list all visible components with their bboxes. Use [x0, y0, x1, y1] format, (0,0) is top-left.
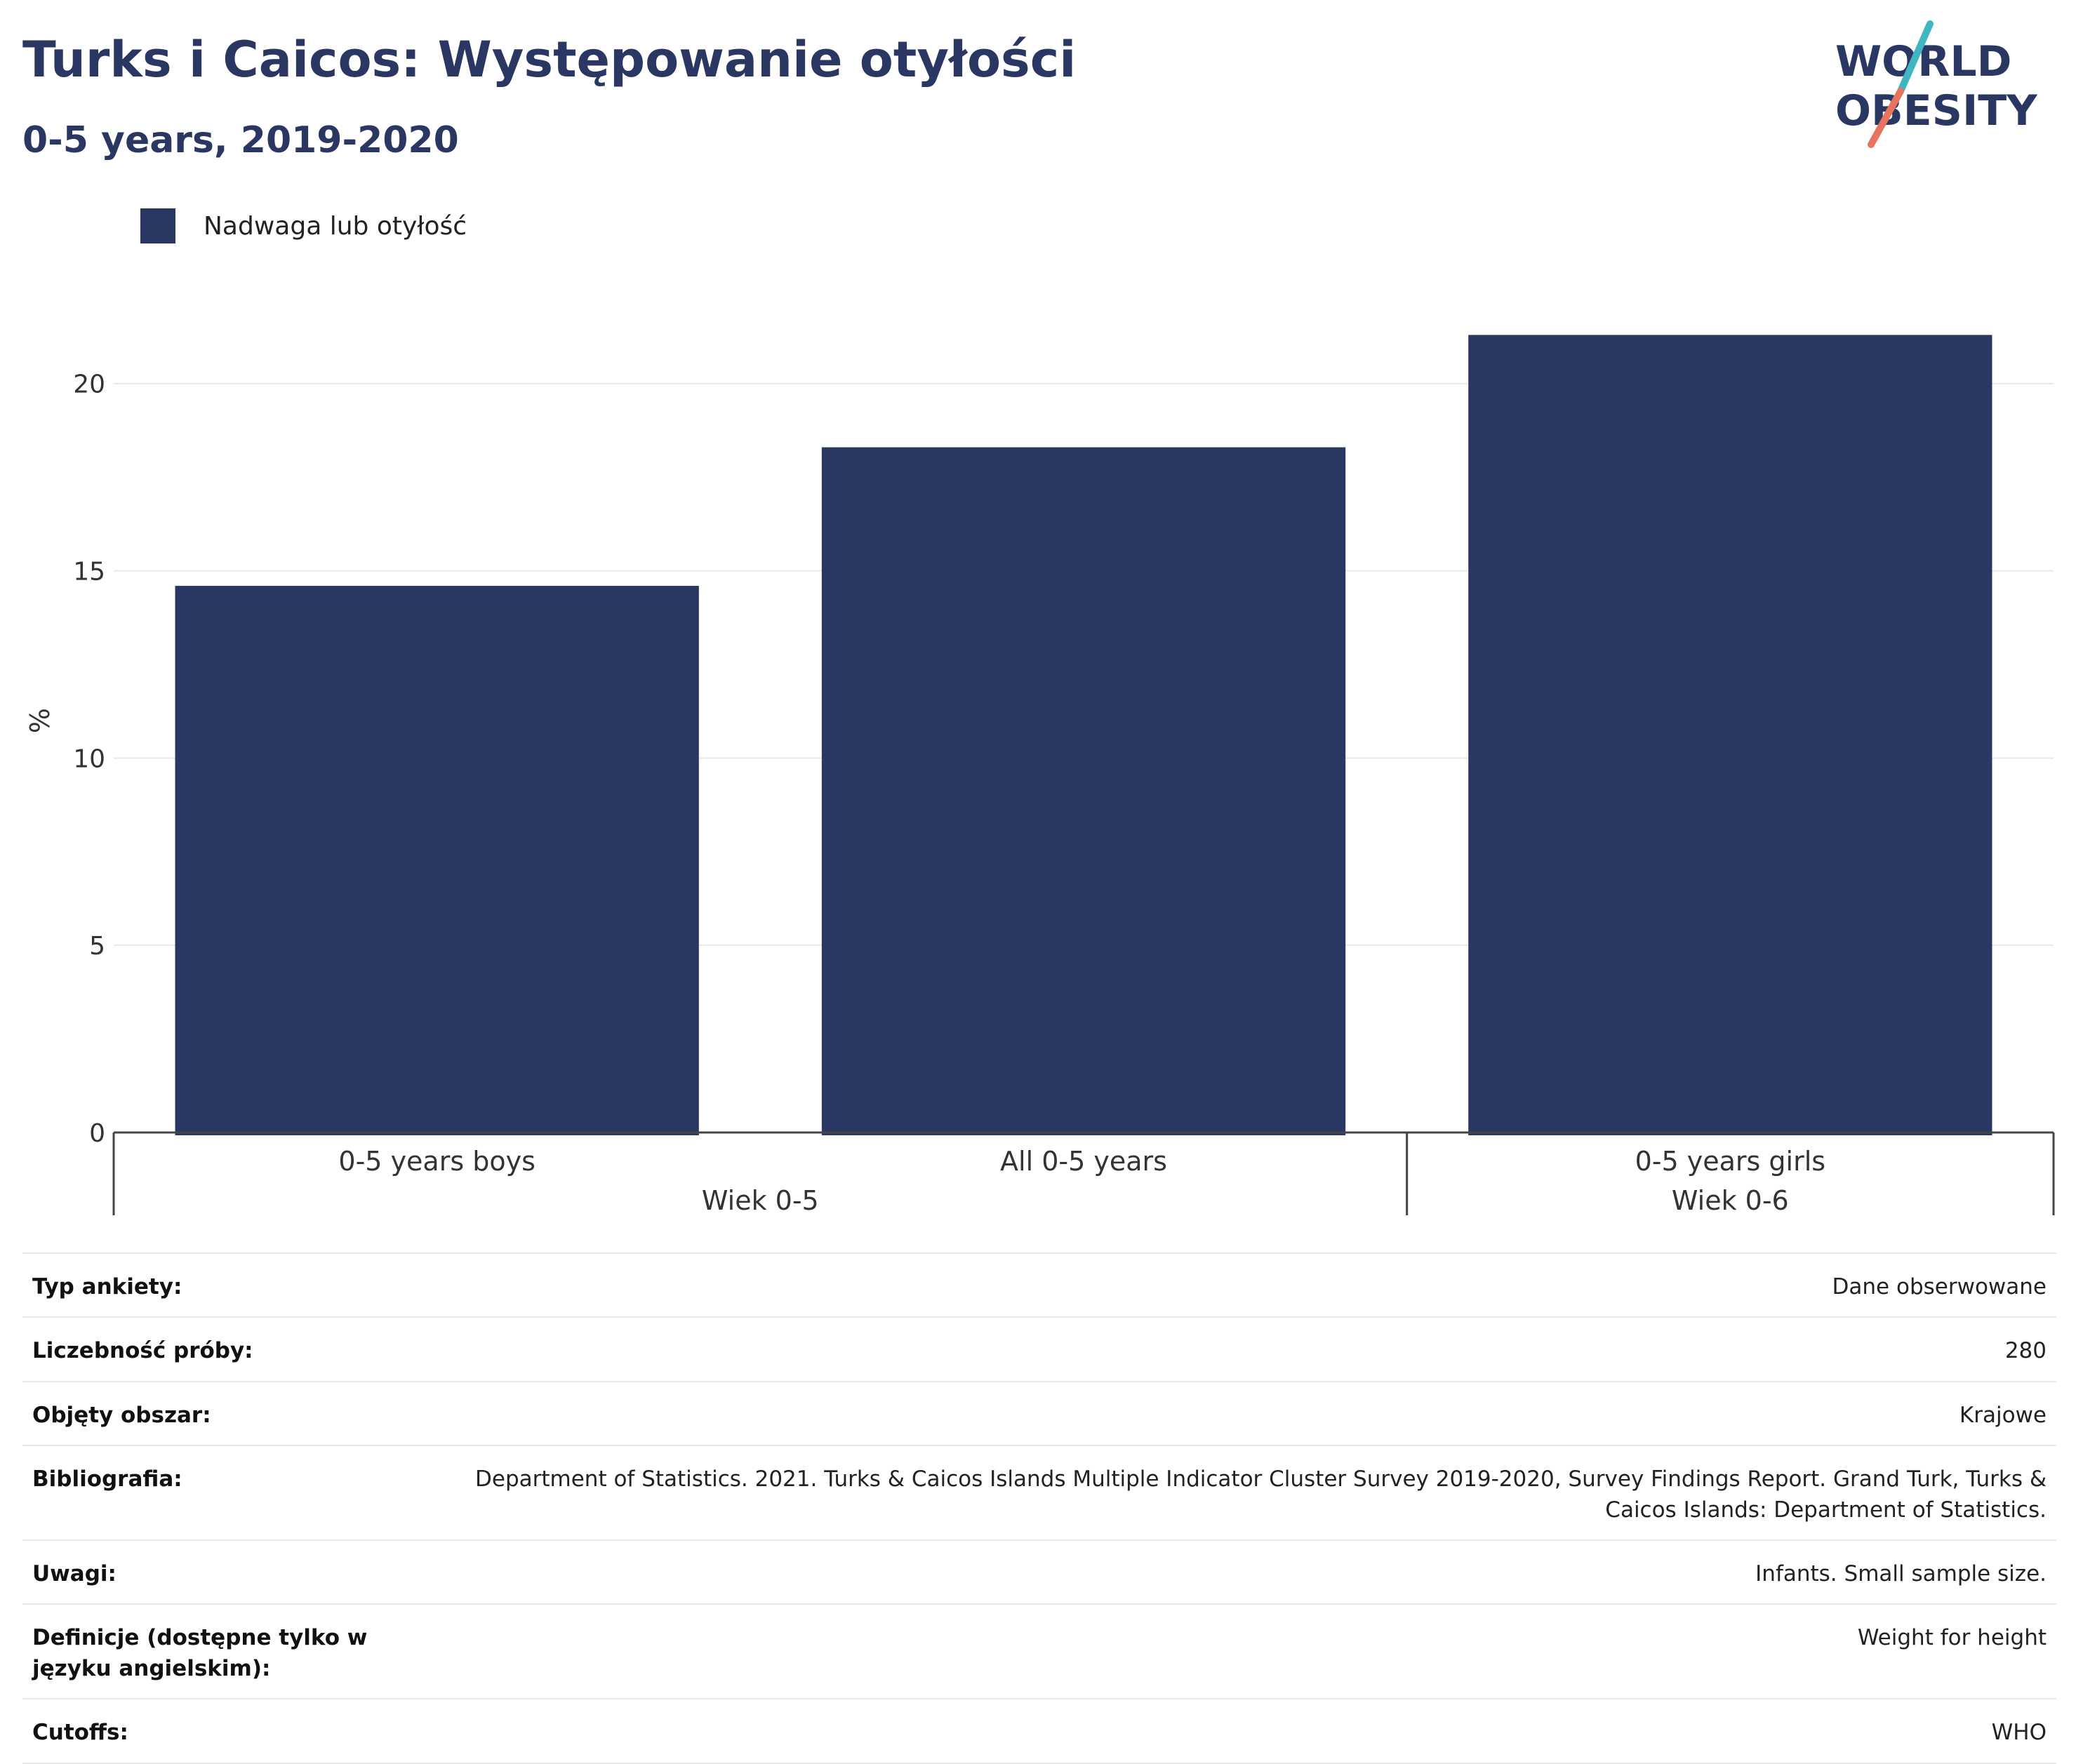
details-row: Cutoffs: WHO [22, 1698, 2056, 1764]
x-group-label-1: Wiek 0-6 [1672, 1185, 1789, 1216]
y-tick-label-2: 10 [73, 744, 105, 773]
details-value: WHO [463, 1698, 2056, 1764]
y-axis-title: % [25, 708, 55, 733]
x-tick-label-1: All 0-5 years [1000, 1146, 1167, 1177]
details-label: Typ ankiety: [22, 1252, 463, 1318]
details-label: Uwagi: [22, 1539, 463, 1605]
bar-chart: 0 5 10 15 20% 0-5 years boys All 0-5 years 0-5 … [25, 335, 2055, 1216]
y-tick-label-4: 20 [73, 370, 105, 399]
details-value: Weight for height [463, 1603, 2056, 1700]
x-tick-label-2: 0-5 years girls [1635, 1146, 1825, 1177]
details-row: Typ ankiety: Dane obserwowane [22, 1252, 2056, 1318]
details-row: Definicje (dostępne tylko w języku angie… [22, 1603, 2056, 1700]
details-label: Objęty obszar: [22, 1380, 463, 1447]
details-value: 280 [463, 1316, 2056, 1382]
survey-details-body: Typ ankiety: Dane obserwowane Liczebność p… [22, 1252, 2056, 1764]
legend-label: Nadwaga lub otyłość [204, 211, 467, 241]
x-group-label-0: Wiek 0-5 [702, 1185, 819, 1216]
details-value: Krajowe [463, 1380, 2056, 1447]
survey-details-table: Typ ankiety: Dane obserwowane Liczebność p… [22, 1252, 2056, 1764]
chart-subtitle: 0-5 years, 2019-2020 [22, 119, 459, 161]
logo-text-obesity: OBESITY [1835, 86, 2038, 135]
details-label: Definicje (dostępne tylko w języku angie… [22, 1603, 463, 1700]
x-tick-label-0: 0-5 years boys [338, 1146, 535, 1177]
details-label: Cutoffs: [22, 1698, 463, 1764]
details-row: Liczebność próby: 280 [22, 1316, 2056, 1382]
details-label: Bibliografia: [22, 1445, 463, 1541]
bar-1 [821, 447, 1346, 1135]
details-row: Uwagi: Infants. Small sample size. [22, 1539, 2056, 1605]
chart-title: Turks i Caicos: Występowanie otyłości [22, 31, 1077, 88]
bar-0 [175, 585, 699, 1135]
details-value: Department of Statistics. 2021. Turks & … [463, 1445, 2056, 1541]
details-row: Objęty obszar: Krajowe [22, 1380, 2056, 1447]
logo-slash-bottom [1868, 88, 1904, 148]
y-tick-label-3: 15 [73, 558, 105, 587]
details-value: Dane obserwowane [463, 1252, 2056, 1318]
details-label: Liczebność próby: [22, 1316, 463, 1382]
world-obesity-logo: WORLD OBESITY [1835, 20, 2038, 148]
y-tick-label-1: 5 [89, 932, 105, 961]
details-value: Infants. Small sample size. [463, 1539, 2056, 1605]
logo-slash-top [1897, 20, 1934, 95]
chart-legend: Nadwaga lub otyłość [140, 208, 467, 244]
bar-2 [1468, 335, 1992, 1136]
details-row: Bibliografia: Department of Statistics. 2… [22, 1445, 2056, 1541]
legend-swatch [140, 208, 175, 243]
y-tick-label-0: 0 [89, 1119, 105, 1148]
